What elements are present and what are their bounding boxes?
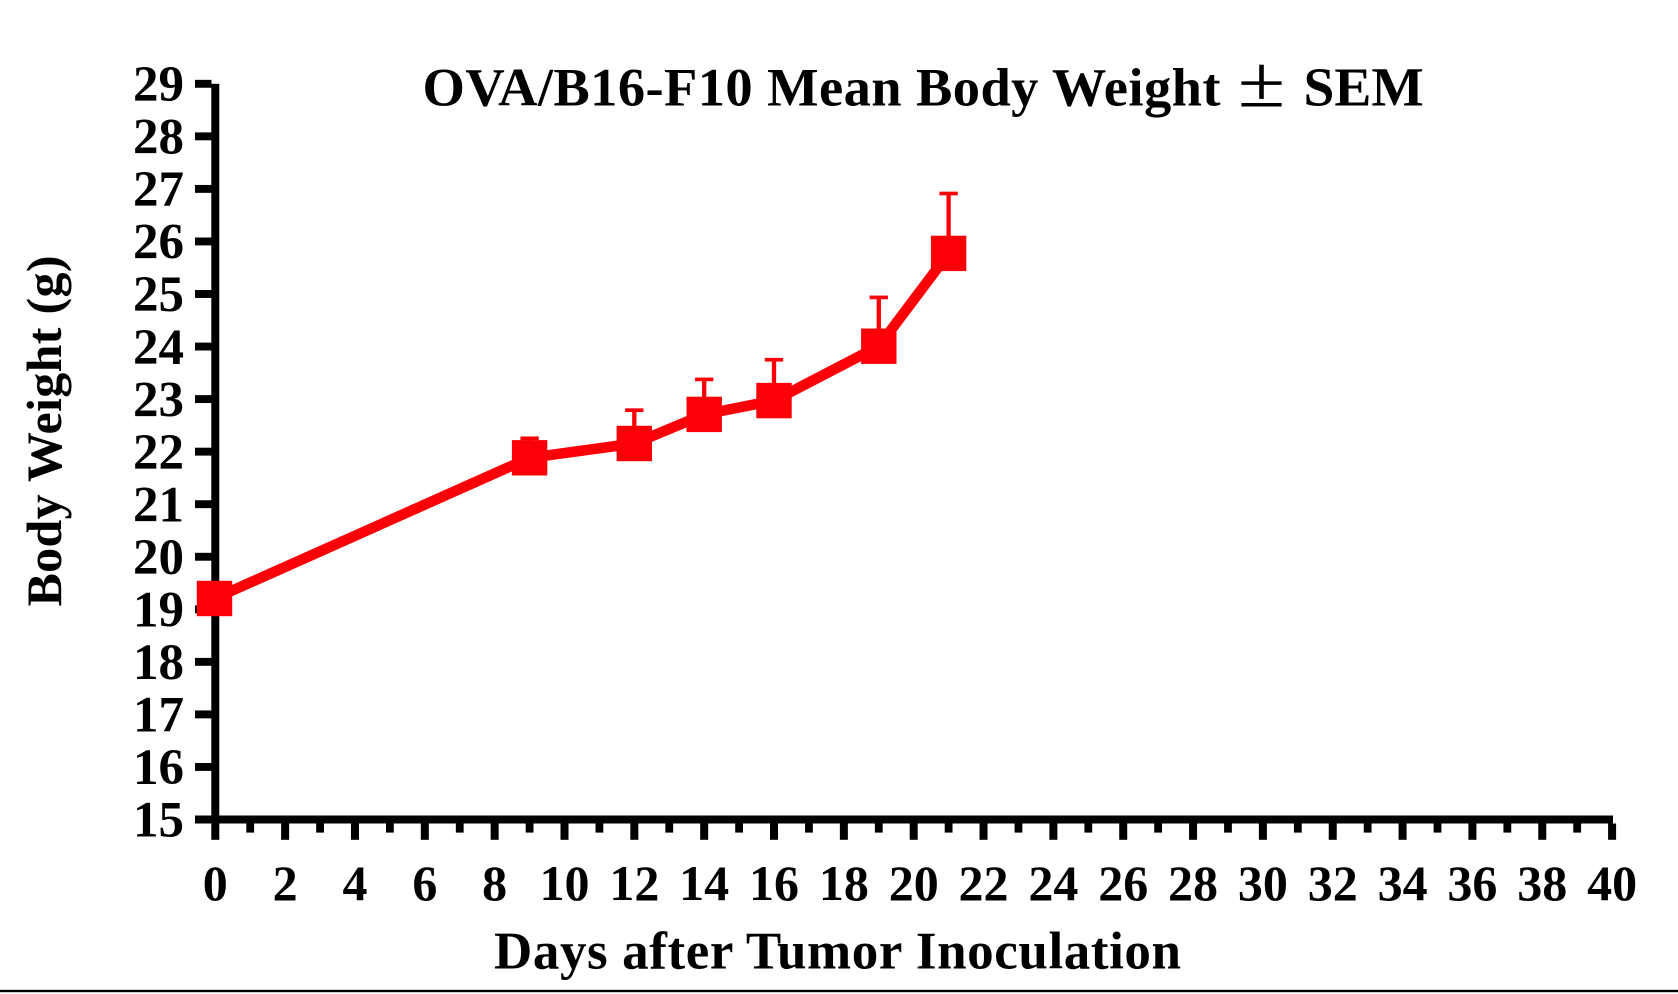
svg-text:27: 27 xyxy=(133,162,184,218)
svg-text:15: 15 xyxy=(133,793,184,849)
svg-text:26: 26 xyxy=(1098,855,1148,911)
svg-text:Body Weight (g): Body Weight (g) xyxy=(16,256,72,607)
svg-text:18: 18 xyxy=(819,855,869,911)
svg-text:SEM: SEM xyxy=(1304,58,1424,119)
svg-text:32: 32 xyxy=(1308,855,1358,911)
svg-text:4: 4 xyxy=(342,855,367,911)
svg-text:24: 24 xyxy=(133,320,184,376)
svg-text:18: 18 xyxy=(133,635,184,691)
svg-text:20: 20 xyxy=(133,530,184,586)
svg-text:OVA/B16-F10 Mean Body Weight: OVA/B16-F10 Mean Body Weight xyxy=(423,57,1221,118)
svg-text:16: 16 xyxy=(133,740,184,796)
svg-text:22: 22 xyxy=(959,855,1009,911)
svg-text:17: 17 xyxy=(133,688,184,744)
svg-text:38: 38 xyxy=(1517,855,1567,911)
svg-text:6: 6 xyxy=(412,855,437,911)
svg-text:40: 40 xyxy=(1587,855,1637,911)
svg-text:28: 28 xyxy=(133,110,184,166)
svg-text:0: 0 xyxy=(203,855,228,911)
svg-text:29: 29 xyxy=(133,57,184,113)
svg-text:Days after Tumor Inoculation: Days after Tumor Inoculation xyxy=(494,923,1181,981)
svg-text:8: 8 xyxy=(482,855,507,911)
svg-text:25: 25 xyxy=(133,267,184,323)
svg-text:16: 16 xyxy=(749,855,799,911)
svg-text:2: 2 xyxy=(273,855,298,911)
svg-text:34: 34 xyxy=(1378,855,1428,911)
svg-text:10: 10 xyxy=(540,855,590,911)
svg-text:22: 22 xyxy=(133,425,184,481)
svg-text:23: 23 xyxy=(133,372,184,428)
svg-text:30: 30 xyxy=(1238,855,1288,911)
svg-text:20: 20 xyxy=(889,855,939,911)
svg-text:19: 19 xyxy=(133,583,184,639)
svg-text:21: 21 xyxy=(133,477,184,533)
svg-text:28: 28 xyxy=(1168,855,1218,911)
svg-text:12: 12 xyxy=(609,855,659,911)
svg-text:36: 36 xyxy=(1447,855,1497,911)
svg-text:14: 14 xyxy=(679,855,729,911)
svg-text:24: 24 xyxy=(1028,855,1078,911)
svg-text:26: 26 xyxy=(133,215,184,271)
